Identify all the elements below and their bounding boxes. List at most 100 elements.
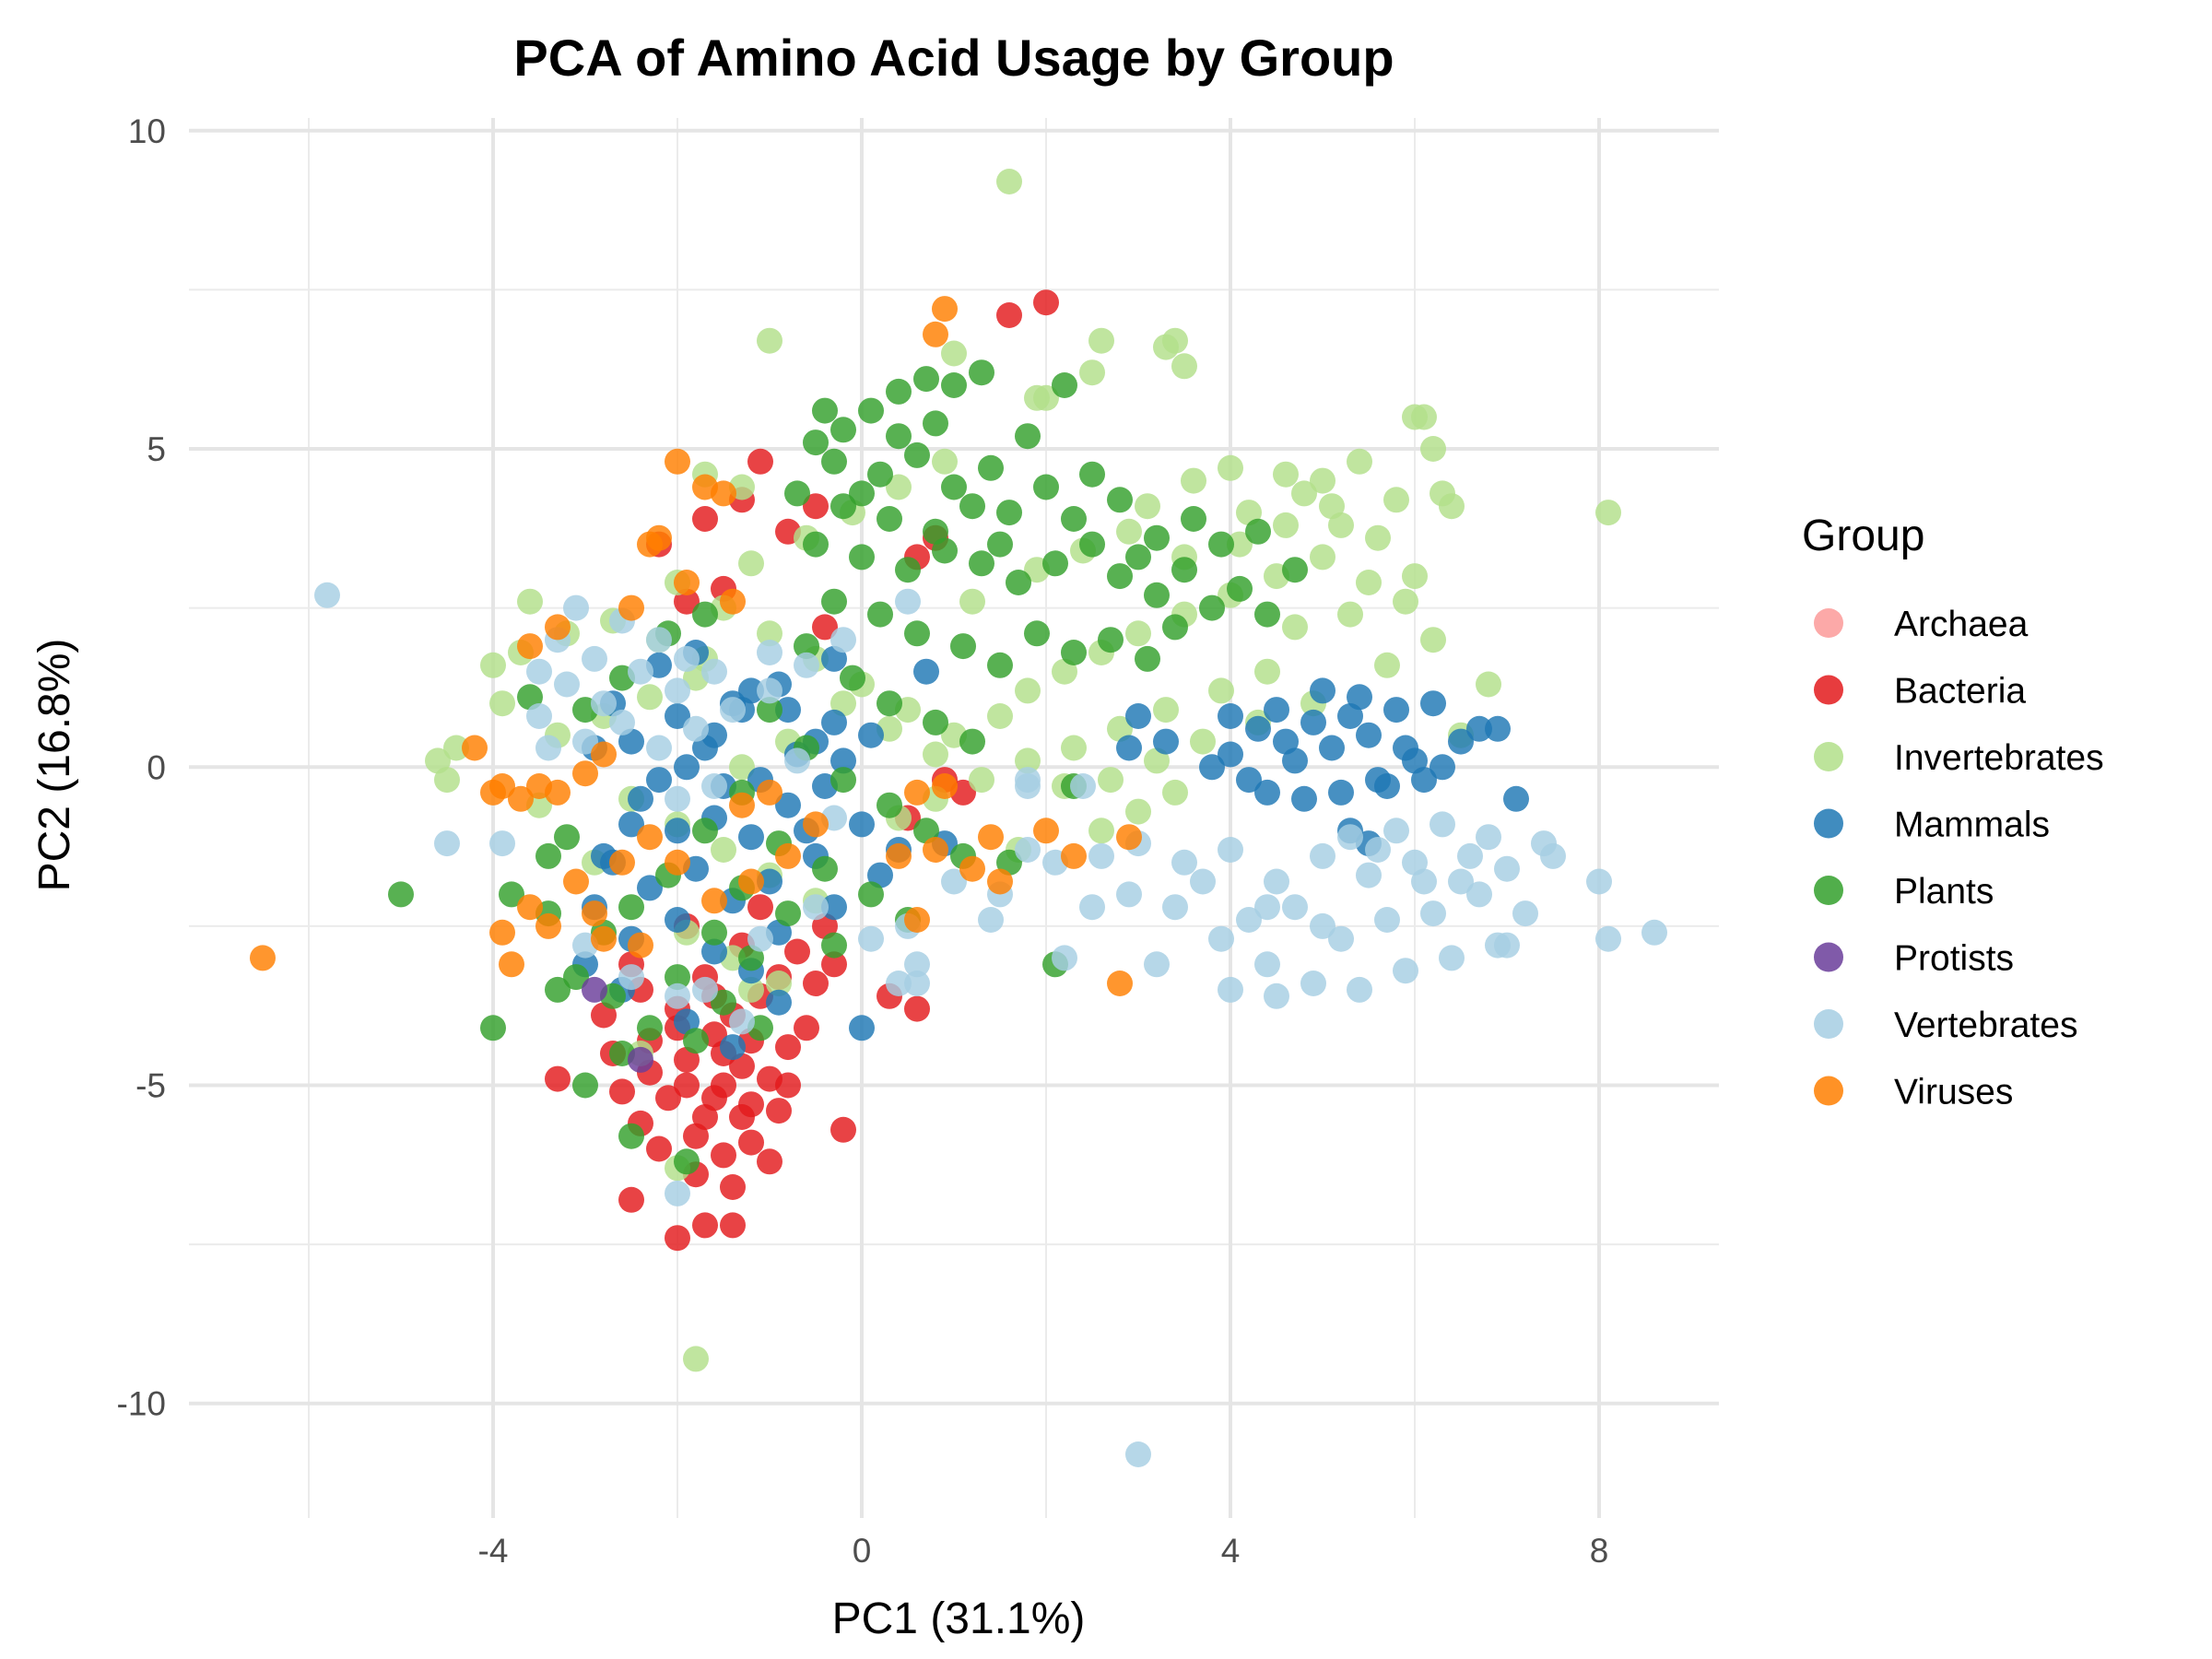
data-point-mammals <box>618 811 644 838</box>
data-point-viruses <box>637 824 663 851</box>
data-point-plants <box>904 620 930 647</box>
data-point-bacteria <box>766 1098 792 1124</box>
data-point-mammals <box>646 767 672 794</box>
data-point-bacteria <box>545 1065 571 1092</box>
data-point-vertebrates <box>895 588 921 615</box>
data-point-mammals <box>1411 767 1437 794</box>
data-point-plants <box>969 550 994 577</box>
data-point-invertebrates <box>434 767 460 794</box>
data-point-plants <box>895 557 921 583</box>
data-point-viruses <box>572 760 598 787</box>
data-point-invertebrates <box>1439 493 1465 520</box>
data-point-plants <box>618 894 644 921</box>
data-point-vertebrates <box>1448 868 1474 895</box>
data-point-plants <box>794 633 819 660</box>
data-point-bacteria <box>674 588 700 615</box>
data-point-viruses <box>545 779 571 806</box>
data-point-vertebrates <box>572 728 598 755</box>
legend-item-plants: Plants <box>1814 872 1994 912</box>
data-point-plants <box>904 441 930 468</box>
grid-major <box>189 118 1719 1518</box>
data-point-plants <box>1144 524 1170 551</box>
data-point-plants <box>1079 461 1105 488</box>
data-point-plants <box>821 448 847 475</box>
data-point-vertebrates <box>1254 894 1280 921</box>
data-point-plants <box>913 366 939 393</box>
legend-item-invertebrates: Invertebrates <box>1814 738 2104 778</box>
data-point-invertebrates <box>1273 461 1299 488</box>
data-point-viruses <box>932 773 958 799</box>
data-point-vertebrates <box>1125 1441 1151 1467</box>
data-point-plants <box>886 378 912 405</box>
data-point-viruses <box>729 792 755 818</box>
data-point-invertebrates <box>1208 677 1234 704</box>
data-point-mammals <box>1448 728 1474 755</box>
data-point-invertebrates <box>1015 747 1041 774</box>
data-point-mammals <box>674 1008 700 1035</box>
data-point-plants <box>674 1148 700 1175</box>
data-point-mammals <box>1125 703 1151 729</box>
data-point-invertebrates <box>1125 798 1151 825</box>
data-point-vertebrates <box>904 951 930 978</box>
data-point-invertebrates <box>1227 531 1253 558</box>
data-point-invertebrates <box>1393 588 1418 615</box>
data-point-mammals <box>1347 684 1372 711</box>
data-point-mammals <box>738 677 764 704</box>
data-point-invertebrates <box>1310 544 1335 571</box>
data-point-vertebrates <box>1411 868 1437 895</box>
data-point-invertebrates <box>969 767 994 794</box>
data-point-bacteria <box>794 1015 819 1041</box>
data-point-plants <box>812 855 838 882</box>
data-point-mammals <box>665 907 690 933</box>
data-point-plants <box>830 417 856 443</box>
data-point-viruses <box>489 773 515 799</box>
data-point-vertebrates <box>582 645 607 672</box>
data-point-vertebrates <box>683 715 709 742</box>
data-point-mammals <box>757 868 782 895</box>
legend-item-mammals: Mammals <box>1814 806 2050 845</box>
data-point-plants <box>867 461 893 488</box>
data-point-vertebrates <box>1439 945 1465 971</box>
data-point-viruses <box>738 868 764 895</box>
data-point-mammals <box>1273 728 1299 755</box>
data-point-mammals <box>628 785 653 812</box>
data-point-bacteria <box>803 971 829 996</box>
data-point-bacteria <box>683 1123 709 1149</box>
data-point-bacteria <box>711 1142 736 1169</box>
data-point-invertebrates <box>757 327 782 354</box>
data-point-vertebrates <box>1254 951 1280 978</box>
data-point-bacteria <box>646 1135 672 1162</box>
data-point-viruses <box>582 900 607 927</box>
data-point-plants <box>849 480 875 507</box>
data-point-vertebrates <box>757 640 782 665</box>
data-point-vertebrates <box>1300 971 1326 996</box>
data-point-vertebrates <box>434 830 460 857</box>
data-point-protists <box>582 976 607 1003</box>
data-point-plants <box>757 697 782 724</box>
data-point-bacteria <box>618 1186 644 1213</box>
legend-label-bacteria: Bacteria <box>1894 672 2026 712</box>
data-point-invertebrates <box>1171 353 1197 380</box>
data-point-plants <box>923 518 948 545</box>
data-point-plants <box>803 429 829 456</box>
data-point-viruses <box>489 919 515 946</box>
data-point-vertebrates <box>1466 881 1492 908</box>
data-point-invertebrates <box>1356 570 1382 595</box>
data-point-plants <box>1015 423 1041 450</box>
data-point-invertebrates <box>1402 563 1428 590</box>
data-point-plants <box>923 410 948 437</box>
data-point-plants <box>913 818 939 844</box>
legend-label-viruses: Viruses <box>1894 1073 2013 1112</box>
data-point-mammals <box>1218 703 1243 729</box>
data-point-plants <box>1171 557 1197 583</box>
data-point-bacteria <box>665 1225 690 1252</box>
data-point-mammals <box>1374 773 1400 799</box>
data-point-vertebrates <box>941 868 967 895</box>
data-point-invertebrates <box>941 340 967 367</box>
data-point-viruses <box>923 837 948 863</box>
data-point-mammals <box>766 989 792 1016</box>
data-point-vertebrates <box>535 735 561 761</box>
data-point-vertebrates <box>803 894 829 921</box>
data-point-invertebrates <box>1135 493 1160 520</box>
